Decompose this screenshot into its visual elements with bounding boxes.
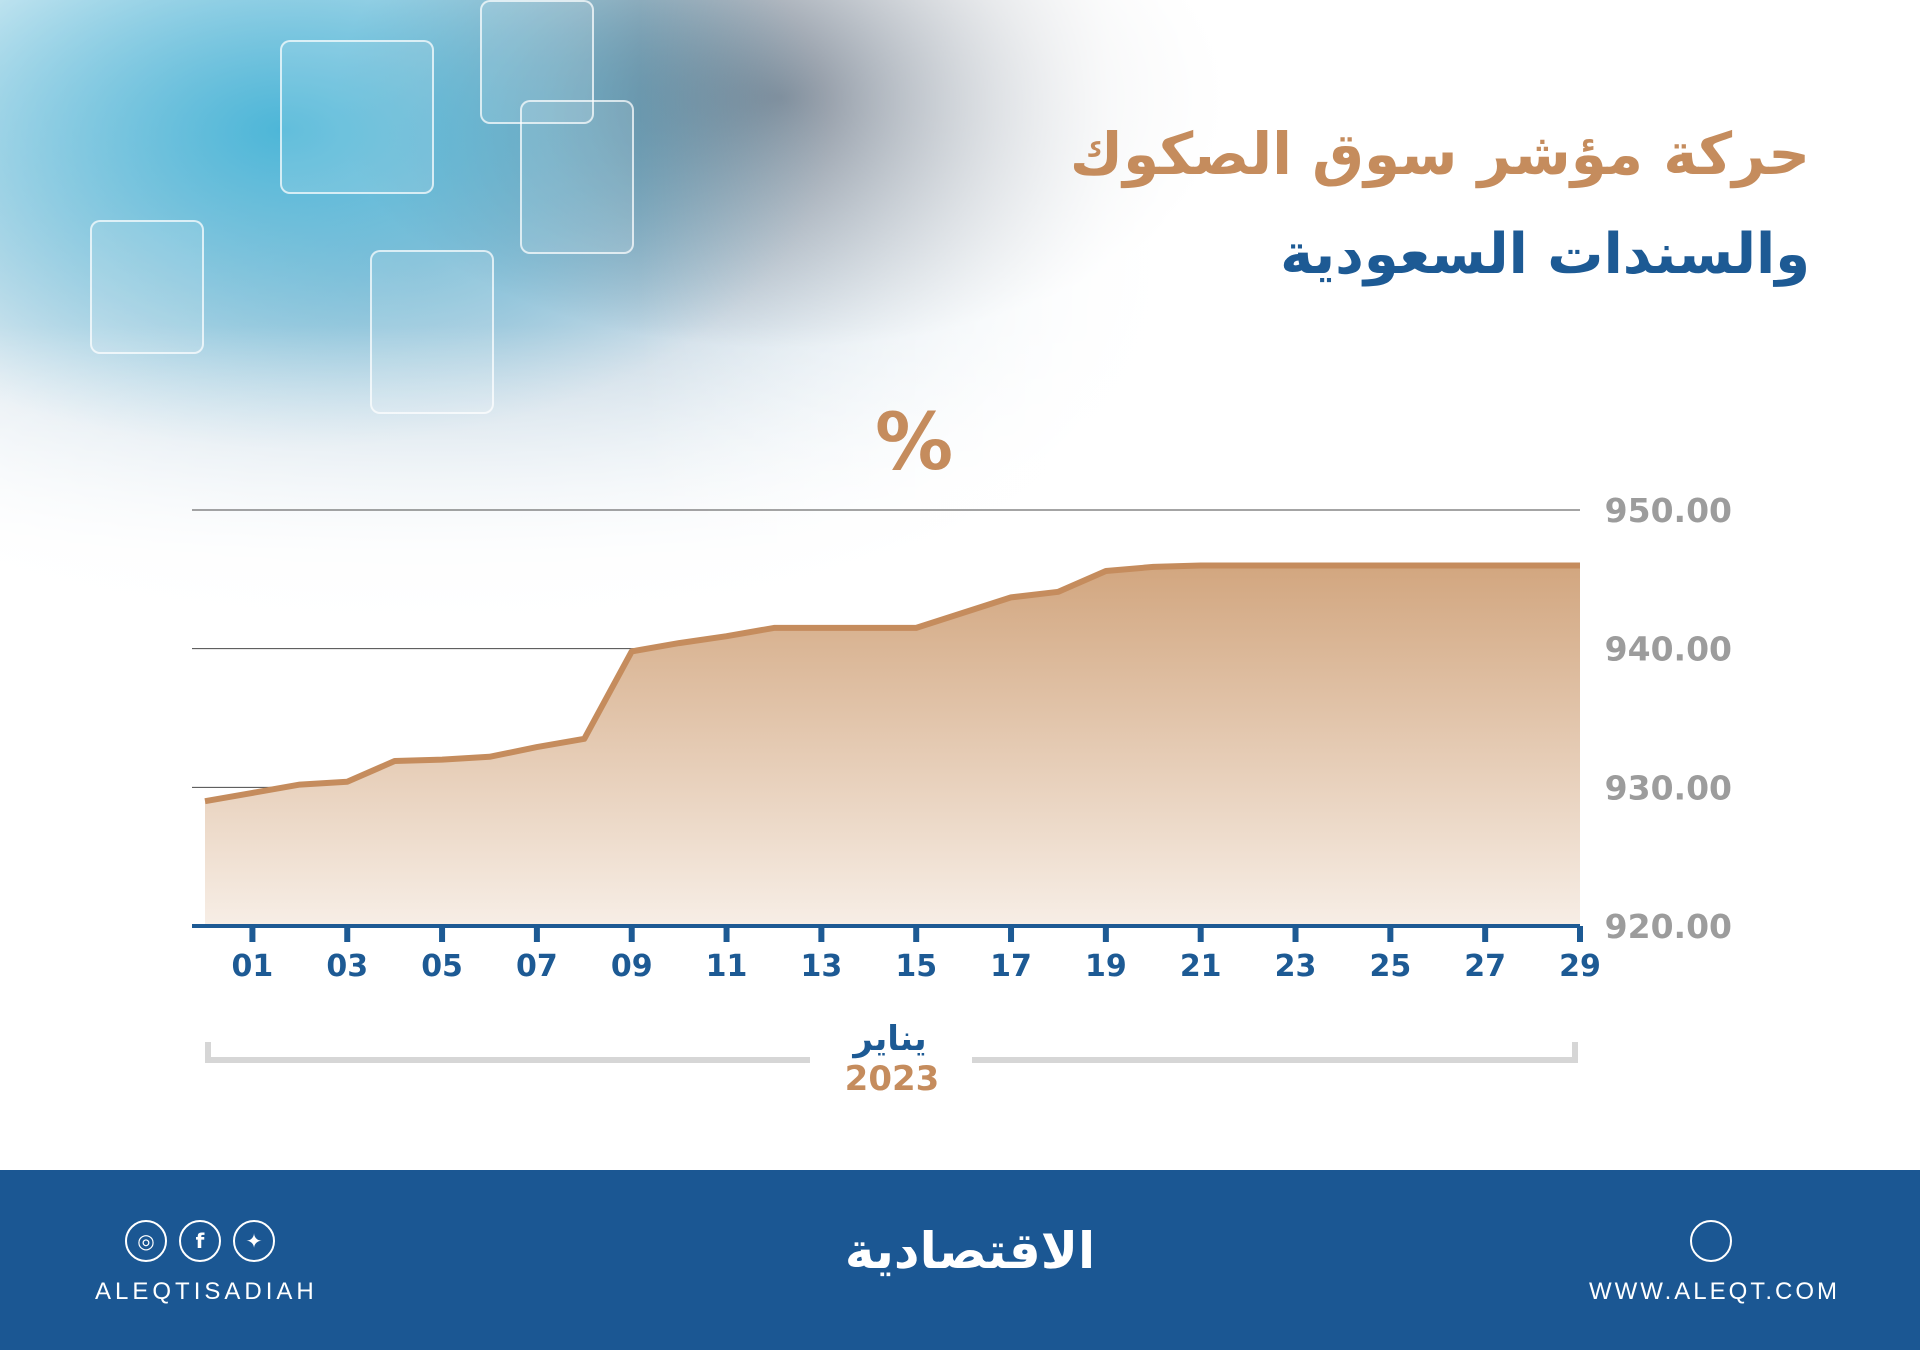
x-tick-label: 29 <box>1559 949 1601 984</box>
facebook-icon[interactable]: f <box>179 1220 221 1262</box>
x-tick-label: 17 <box>990 949 1032 984</box>
x-tick-label: 05 <box>421 949 463 984</box>
unit-label: % <box>875 398 954 488</box>
x-tick-label: 21 <box>1180 949 1222 984</box>
x-tick-label: 19 <box>1085 949 1127 984</box>
dribbble-icon <box>1690 1220 1732 1262</box>
y-tick-label: 950.00 <box>1605 491 1732 530</box>
x-tick-label: 09 <box>611 949 653 984</box>
x-tick-label: 13 <box>801 949 843 984</box>
x-tick-label: 27 <box>1464 949 1506 984</box>
social-handle[interactable]: ALEQTISADIAH <box>95 1278 318 1305</box>
month-bracket-left <box>205 1042 810 1063</box>
y-tick-label: 920.00 <box>1605 907 1732 946</box>
y-tick-label: 940.00 <box>1605 630 1732 669</box>
x-tick-label: 01 <box>232 949 274 984</box>
brand-logo: الاقتصادية <box>844 1222 1096 1280</box>
chart-subtitle: والسندات السعودية <box>1280 222 1810 287</box>
x-tick-label: 11 <box>706 949 748 984</box>
area-chart: 01 03 05 07 09 11 13 15 17 19 21 23 25 27 29 920.00 930… <box>192 491 1732 1099</box>
chart-title: حركة مؤشر سوق الصكوك <box>1069 120 1810 188</box>
social-icons: ◎ f ✦ <box>125 1220 275 1262</box>
x-tick-label: 23 <box>1275 949 1317 984</box>
x-tick-label: 03 <box>326 949 368 984</box>
instagram-icon[interactable]: ◎ <box>125 1220 167 1262</box>
month-label: يناير <box>851 1019 926 1059</box>
y-tick-label: 930.00 <box>1605 768 1732 807</box>
x-tick-label: 07 <box>516 949 558 984</box>
x-tick-label: 25 <box>1369 949 1411 984</box>
year-label: 2023 <box>845 1059 940 1099</box>
x-tick-label: 15 <box>895 949 937 984</box>
website-link[interactable]: WWW.ALEQT.COM <box>1589 1278 1840 1305</box>
twitter-icon[interactable]: ✦ <box>233 1220 275 1262</box>
area-fill <box>205 565 1580 926</box>
series-line <box>204 562 1580 805</box>
footer: ◎ f ✦ ALEQTISADIAH الاقتصادية WWW.ALEQT.… <box>0 1170 1920 1350</box>
header-photo <box>0 0 1420 650</box>
month-bracket-right <box>972 1042 1578 1063</box>
